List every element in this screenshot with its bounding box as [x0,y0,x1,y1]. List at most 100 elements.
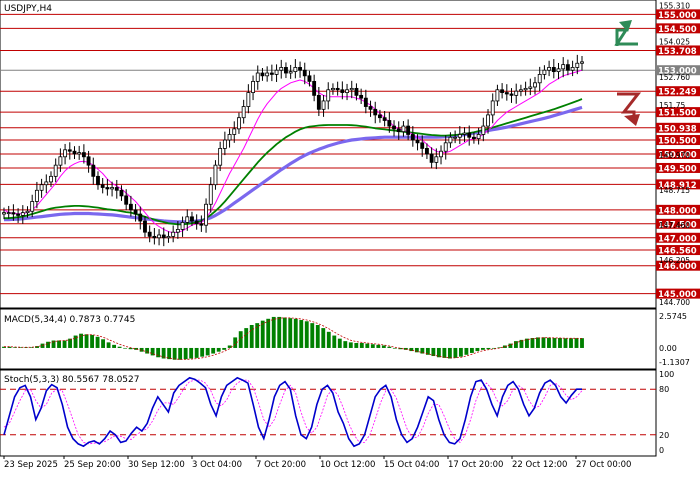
level-tag-8: 150.000 [658,151,697,161]
level-tag-1: 154.500 [658,25,697,35]
x-tick-label-7: 17 Oct 20:00 [448,460,503,470]
level-tag-bg-13 [656,232,700,243]
candle-body-67 [316,94,321,110]
candle-body-69 [326,89,331,102]
macd-bar-94 [519,339,524,348]
candle-body-38 [180,222,185,230]
level-tag-bg-11 [656,204,700,215]
stoch-panel-title: Stoch(5,3,3) 80.5567 78.0527 [4,375,139,385]
candle-body-72 [340,89,345,93]
macd-bar-98 [541,337,546,348]
candle-body-43 [204,203,208,226]
x-tick-label-0: 23 Sep 2025 [4,460,58,470]
candle-body-13 [63,149,68,158]
level-tag-bg-6 [656,122,700,133]
level-tag-bg-10 [656,179,700,190]
level-tag-bg-2 [656,45,700,56]
candle-body-64 [302,69,307,77]
macd-bar-96 [530,338,535,348]
candle-body-80 [378,114,382,119]
candle-body-63 [298,67,302,71]
macd-bar-28 [156,347,161,358]
macd-bar-70 [387,346,392,348]
candle-body-112 [528,86,533,89]
candle-body-44 [208,184,213,205]
x-tick-label-6: 15 Oct 04:00 [384,460,439,470]
macd-bar-102 [563,338,568,348]
stochastic-lines [0,376,656,448]
sma-mid-line [4,98,583,226]
macd-bar-13 [73,335,78,348]
candle-body-61 [288,71,293,74]
macd-bar-84 [464,347,469,355]
candle-body-21 [100,184,105,188]
level-tag-2: 153.708 [658,47,697,57]
macd-bar-27 [150,347,155,356]
candle-body-3 [16,213,21,216]
candle-body-89 [420,142,425,149]
macd-bar-68 [376,344,381,348]
candle-body-25 [119,189,124,197]
macd-bar-71 [392,347,397,349]
candle-body-123 [580,61,584,64]
candle-body-36 [171,231,176,237]
candle-body-93 [439,150,443,158]
macd-bar-31 [172,347,177,360]
x-tick-label-4: 7 Oct 20:00 [256,460,306,470]
macd-bar-78 [431,347,436,357]
down-arrow-icon [617,92,642,126]
candle-body-94 [443,142,448,152]
macd-bar-9 [51,340,56,348]
macd-bar-37 [205,347,210,356]
macd-bar-50 [277,316,282,348]
x-tick-label-5: 10 Oct 12:00 [320,460,375,470]
candle-body-82 [387,120,392,127]
macd-bar-80 [442,347,447,358]
macd-bar-18 [101,339,106,348]
candle-body-24 [114,187,119,191]
level-tag-bg-4 [656,86,700,97]
candle-body-12 [58,156,63,166]
candle-body-106 [500,89,505,93]
candle-body-88 [415,139,420,144]
macd-bar-17 [95,336,100,348]
macd-bar-42 [233,337,238,348]
candle-body-76 [359,94,364,99]
macd-bar-44 [244,328,249,348]
macd-bar-64 [354,342,359,348]
candle-body-52 [246,92,251,107]
candle-body-20 [96,175,100,186]
macd-bar-11 [62,340,67,348]
macd-bar-51 [282,317,287,348]
candle-body-99 [467,132,472,138]
stoch-tick-label-3: 0 [659,446,664,455]
candle-body-101 [476,134,481,140]
candle-body-28 [133,209,138,215]
macd-bar-60 [332,335,337,348]
macd-histogram [2,316,584,360]
macd-bar-30 [167,347,172,360]
macd-bar-24 [134,347,139,350]
macd-bar-10 [57,340,61,348]
macd-bar-20 [112,344,117,348]
candle-body-109 [514,90,519,96]
candle-body-15 [72,150,77,155]
candle-body-86 [406,125,411,135]
candle-body-60 [284,67,288,74]
macd-bar-69 [381,345,386,348]
macd-tick-label-1: 0.00 [659,344,677,353]
candle-body-97 [457,134,462,138]
macd-bar-58 [321,328,326,348]
sma-fast-line [3,69,583,234]
macd-bar-2 [13,347,17,348]
macd-bar-100 [552,338,557,348]
candle-body-81 [382,117,387,121]
price-tick-label-0: 155.310 [659,2,690,11]
candle-body-100 [471,136,476,140]
macd-bar-56 [310,323,315,348]
macd-bar-81 [447,347,452,359]
candle-body-4 [20,212,25,216]
macd-tick-label-0: 2.5745 [659,312,687,321]
level-tag-5: 151.500 [658,109,697,119]
macd-bar-93 [514,341,518,348]
